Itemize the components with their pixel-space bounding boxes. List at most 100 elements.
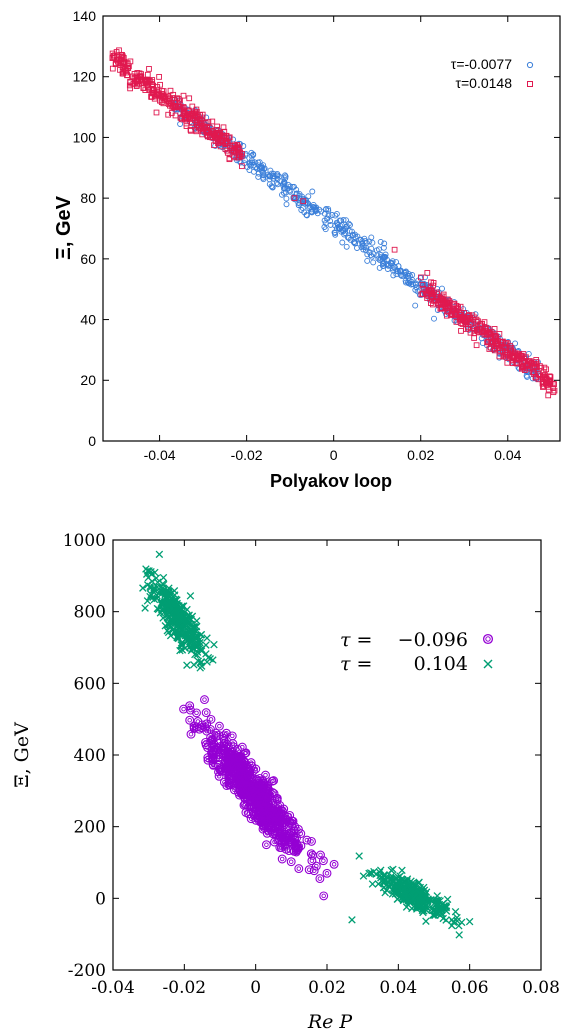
bottom-chart-y-tick-label: 600 bbox=[74, 674, 106, 694]
data-point bbox=[339, 239, 346, 246]
top-chart-points bbox=[109, 47, 558, 399]
data-point bbox=[438, 305, 445, 312]
data-point bbox=[546, 377, 553, 384]
data-point bbox=[185, 715, 195, 725]
data-point bbox=[287, 819, 297, 829]
data-point bbox=[359, 872, 368, 880]
legend-label-series-2-value: 0.104 bbox=[414, 653, 468, 675]
top-chart-y-tick-label: 120 bbox=[73, 69, 97, 85]
data-point bbox=[176, 96, 182, 102]
data-point bbox=[186, 729, 196, 739]
legend-label-series-2: τ=0.0148 bbox=[455, 75, 512, 91]
data-point bbox=[142, 78, 149, 84]
legend-marker-cross bbox=[483, 659, 493, 669]
data-point bbox=[308, 206, 315, 213]
data-point bbox=[525, 350, 532, 357]
data-point bbox=[318, 856, 328, 866]
data-point bbox=[545, 392, 552, 399]
data-point bbox=[315, 874, 325, 884]
data-point bbox=[167, 87, 174, 94]
data-point bbox=[285, 181, 292, 188]
data-point bbox=[214, 721, 224, 731]
data-point bbox=[172, 112, 179, 119]
data-point bbox=[234, 787, 243, 797]
data-point bbox=[186, 108, 193, 115]
bottom-chart-x-tick-label: -0.02 bbox=[163, 978, 207, 998]
data-point bbox=[138, 71, 144, 77]
data-point bbox=[294, 864, 304, 874]
data-point bbox=[329, 859, 339, 869]
data-point bbox=[428, 279, 434, 286]
bottom-chart-y-tick-label: 400 bbox=[74, 746, 106, 766]
data-point bbox=[154, 84, 161, 90]
data-point bbox=[246, 789, 256, 799]
data-point bbox=[421, 905, 429, 913]
data-point bbox=[362, 247, 369, 254]
data-point bbox=[245, 777, 255, 787]
data-point bbox=[191, 650, 199, 659]
data-point bbox=[329, 212, 336, 218]
data-point bbox=[465, 313, 471, 319]
data-point bbox=[170, 587, 179, 595]
data-point bbox=[443, 312, 450, 319]
data-point bbox=[197, 645, 206, 653]
data-point bbox=[145, 567, 153, 575]
data-point bbox=[397, 887, 406, 895]
data-point bbox=[180, 104, 187, 110]
data-point bbox=[359, 240, 366, 247]
data-point bbox=[309, 208, 316, 215]
data-point bbox=[347, 222, 353, 228]
data-point bbox=[448, 916, 456, 924]
data-point bbox=[177, 121, 184, 127]
data-point bbox=[332, 212, 339, 219]
data-point bbox=[420, 886, 429, 894]
data-point bbox=[380, 244, 387, 251]
data-point bbox=[185, 705, 195, 715]
top-scatter-chart: -0.04 -0.02 0 0.02 0.04 0 20 40 60 80 100 120 140 Po… bbox=[53, 8, 561, 491]
data-point bbox=[337, 223, 344, 230]
data-point bbox=[492, 340, 499, 347]
data-point bbox=[340, 216, 347, 223]
data-point bbox=[169, 618, 178, 626]
data-point bbox=[474, 328, 481, 335]
data-point bbox=[413, 284, 420, 291]
data-point bbox=[224, 138, 230, 145]
data-point bbox=[199, 123, 206, 130]
data-point bbox=[255, 790, 265, 800]
data-point bbox=[259, 168, 265, 175]
data-point bbox=[420, 291, 426, 297]
data-point bbox=[287, 816, 297, 826]
data-point bbox=[453, 913, 461, 922]
data-point bbox=[321, 210, 328, 217]
data-point bbox=[432, 896, 441, 905]
data-point bbox=[322, 226, 329, 233]
data-point bbox=[153, 109, 160, 116]
data-point bbox=[486, 329, 493, 336]
data-point bbox=[254, 165, 261, 172]
data-point bbox=[301, 209, 308, 216]
data-point bbox=[434, 291, 441, 298]
data-point bbox=[117, 67, 123, 73]
data-point bbox=[404, 272, 411, 279]
data-point bbox=[501, 343, 508, 350]
data-point bbox=[412, 905, 421, 913]
data-point bbox=[309, 188, 316, 195]
data-point bbox=[282, 172, 288, 179]
top-chart-x-axis-label: Polyakov loop bbox=[270, 471, 392, 491]
data-point bbox=[374, 252, 381, 259]
data-point bbox=[207, 735, 217, 745]
data-point bbox=[533, 374, 540, 381]
data-point bbox=[209, 656, 217, 664]
data-point bbox=[173, 613, 181, 621]
data-point bbox=[217, 143, 224, 150]
data-point bbox=[146, 87, 153, 93]
data-point bbox=[162, 94, 169, 101]
data-point bbox=[247, 159, 254, 166]
data-point bbox=[367, 252, 374, 259]
data-point bbox=[164, 93, 171, 100]
data-point bbox=[176, 611, 185, 619]
data-point bbox=[156, 74, 162, 80]
data-point bbox=[183, 615, 191, 624]
data-point bbox=[457, 303, 464, 310]
